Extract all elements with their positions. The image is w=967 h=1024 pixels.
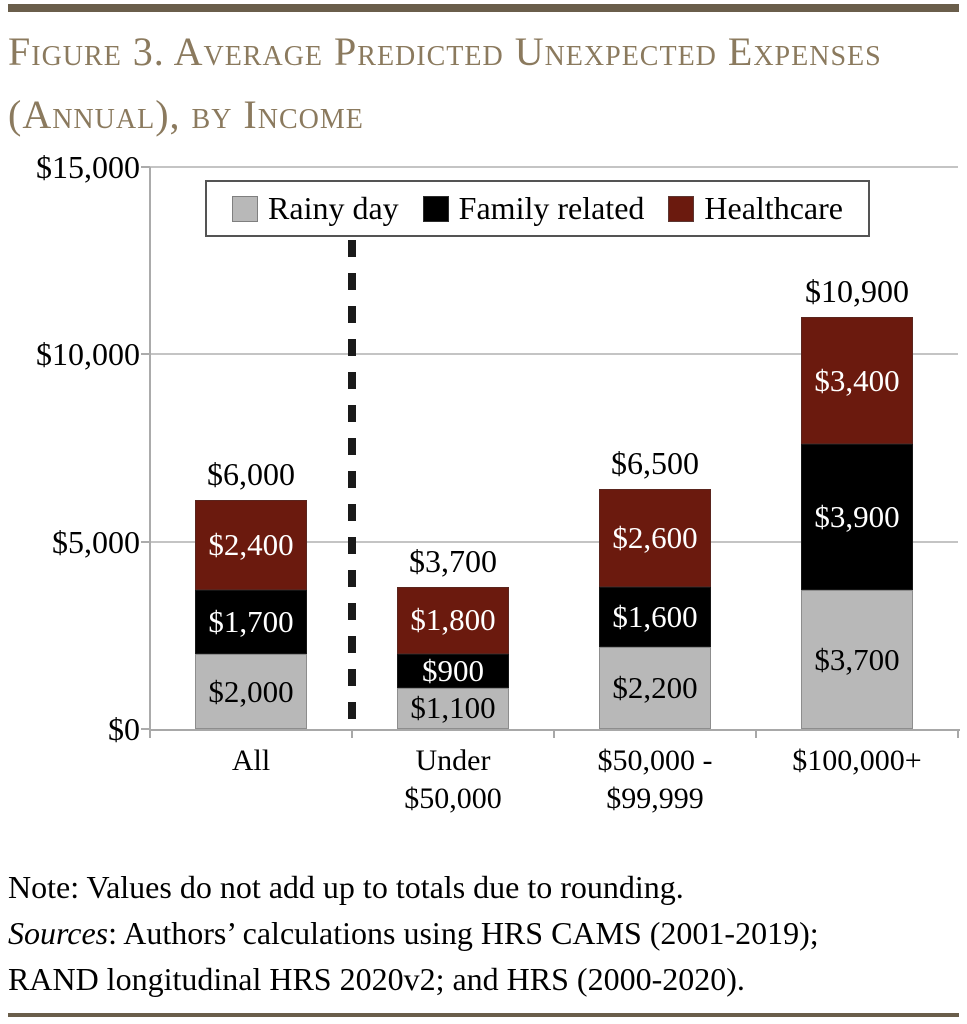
bar-segment: $2,400 xyxy=(195,500,307,591)
figure-title: Figure 3. Average Predicted Unexpected E… xyxy=(8,20,960,146)
top-rule xyxy=(8,4,959,12)
segment-value-label: $3,900 xyxy=(814,499,900,535)
bar-total-label: $6,000 xyxy=(207,456,295,493)
x-axis-tick xyxy=(351,729,353,738)
segment-value-label: $1,600 xyxy=(612,598,698,634)
bottom-rule xyxy=(8,1013,959,1017)
segment-value-label: $3,700 xyxy=(814,641,900,677)
sources-label: Sources xyxy=(8,915,109,951)
x-axis-category-label: All xyxy=(231,744,271,777)
bar-segment: $2,000 xyxy=(195,654,307,729)
y-axis-tick-label: $5,000 xyxy=(52,523,140,560)
segment-value-label: $3,400 xyxy=(814,362,900,398)
bar-segment: $1,800 xyxy=(397,586,509,655)
legend-label: Healthcare xyxy=(704,190,843,226)
bar-segment: $2,600 xyxy=(599,489,711,587)
bar-segment: $3,400 xyxy=(801,316,913,445)
note-line: Note: Values do not add up to totals due… xyxy=(8,869,684,905)
sources-line2: RAND longitudinal HRS 2020v2; and HRS (2… xyxy=(8,961,745,997)
x-axis-tick xyxy=(149,729,151,738)
legend-label: Rainy day xyxy=(268,190,399,226)
segment-value-label: $1,100 xyxy=(410,690,496,726)
segment-value-label: $1,700 xyxy=(208,604,294,640)
gridline xyxy=(150,353,958,356)
bar-segment: $3,700 xyxy=(801,590,913,729)
segment-value-label: $2,000 xyxy=(208,673,294,709)
gridline xyxy=(150,166,958,168)
y-axis-tick xyxy=(141,166,150,168)
legend-swatch xyxy=(232,195,259,222)
y-axis xyxy=(149,167,151,729)
bar-segment: $2,200 xyxy=(599,646,711,729)
bar-segment: $1,100 xyxy=(397,687,509,729)
bar-segment: $1,600 xyxy=(599,586,711,647)
segment-value-label: $900 xyxy=(422,652,484,688)
figure-title-line1: Figure 3. Average Predicted Unexpected E… xyxy=(8,29,882,74)
x-axis-tick xyxy=(755,729,757,738)
bar-segment: $900 xyxy=(397,652,509,688)
y-axis-tick xyxy=(141,353,150,356)
y-axis-tick-label: $15,000 xyxy=(36,149,140,185)
chart-legend: Rainy day Family related Healthcare xyxy=(205,180,870,237)
y-axis-tick-label: $10,000 xyxy=(36,336,140,373)
y-axis-tick xyxy=(141,728,150,730)
x-axis-category-label: $50,000 - $99,999 xyxy=(597,744,713,815)
figure-title-line2: (Annual), by Income xyxy=(8,92,364,137)
x-axis-tick xyxy=(957,729,959,738)
sources-line: Sources: Authors’ calculations using HRS… xyxy=(8,910,960,956)
group-divider-dashed-line xyxy=(348,240,356,727)
segment-value-label: $2,400 xyxy=(208,527,294,563)
x-axis-tick xyxy=(553,729,555,738)
bar-segment: $1,700 xyxy=(195,590,307,655)
x-axis-category-label: $100,000+ xyxy=(792,744,922,777)
bar-total-label: $6,500 xyxy=(611,445,699,482)
legend-label: Family related xyxy=(458,190,645,226)
segment-value-label: $2,200 xyxy=(612,669,698,705)
bar-segment: $3,900 xyxy=(801,444,913,591)
legend-swatch xyxy=(668,195,695,222)
x-axis-category-label: Under $50,000 xyxy=(404,744,502,815)
x-axis xyxy=(150,729,960,731)
legend-item: Family related xyxy=(422,190,645,227)
segment-value-label: $1,800 xyxy=(410,602,496,638)
y-axis-tick xyxy=(141,540,150,543)
segment-value-label: $2,600 xyxy=(612,519,698,555)
bar-total-label: $10,900 xyxy=(805,272,909,309)
figure-notes: Note: Values do not add up to totals due… xyxy=(8,864,960,1002)
legend-swatch xyxy=(422,195,449,222)
sources-rest: : Authors’ calculations using HRS CAMS (… xyxy=(108,915,819,951)
legend-item: Rainy day xyxy=(232,190,399,227)
y-axis-tick-label: $0 xyxy=(108,711,140,747)
gridline xyxy=(150,540,958,543)
legend-item: Healthcare xyxy=(668,190,843,227)
bar-total-label: $3,700 xyxy=(409,542,497,579)
